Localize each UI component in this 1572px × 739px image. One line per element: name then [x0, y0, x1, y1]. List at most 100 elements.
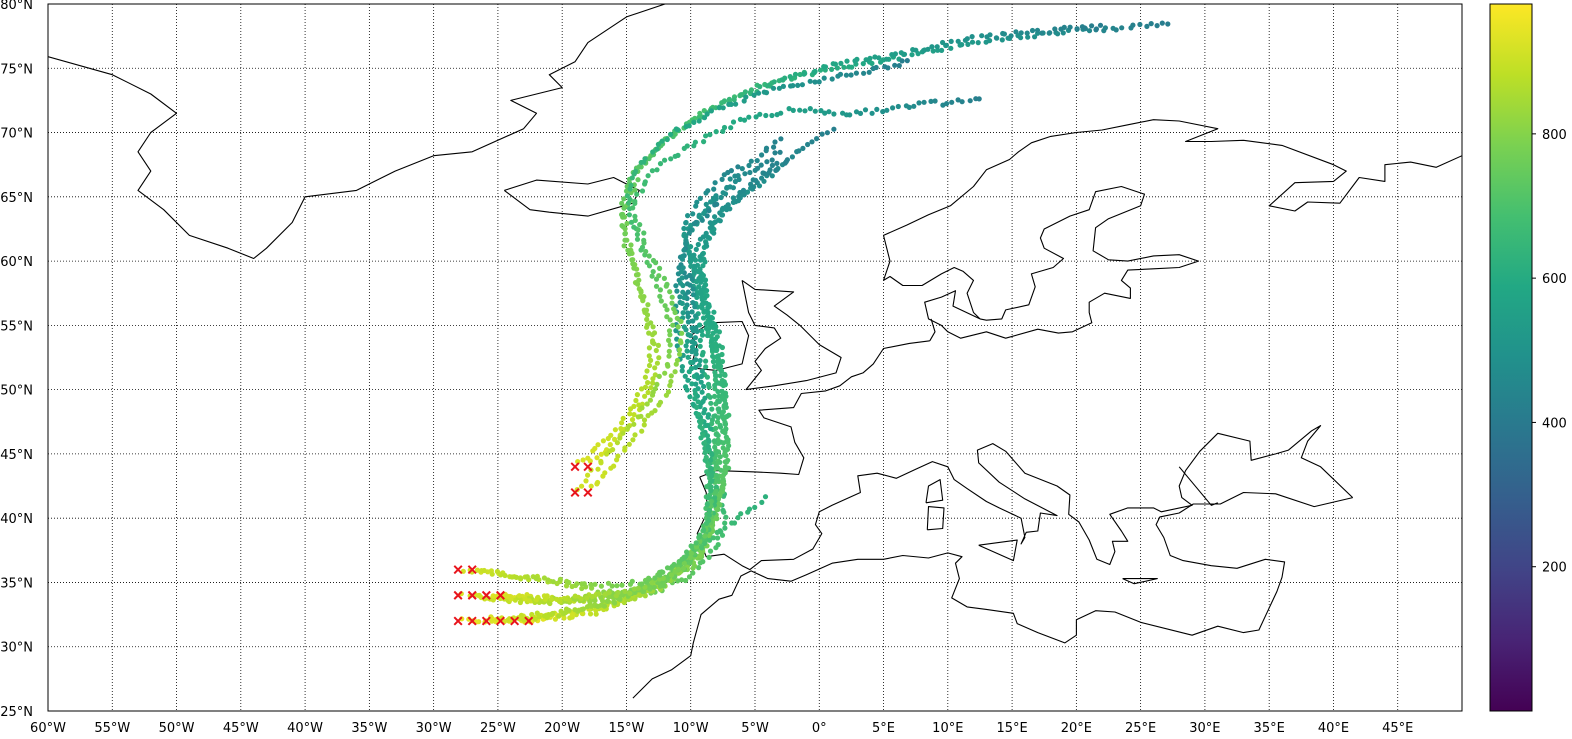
- trajectory-point: [715, 389, 721, 395]
- trajectory-point: [976, 96, 982, 102]
- trajectory-point: [686, 123, 692, 129]
- trajectory-point: [654, 360, 661, 366]
- trajectory-point: [634, 236, 641, 242]
- trajectory-point: [715, 535, 721, 541]
- trajectory-point: [645, 302, 651, 308]
- trajectory-point: [600, 438, 607, 444]
- trajectory-point: [688, 550, 695, 556]
- trajectory-point: [726, 412, 732, 418]
- start-marker: [453, 616, 463, 626]
- trajectory-point: [713, 463, 720, 469]
- trajectory-point: [696, 118, 702, 124]
- trajectory-point: [681, 247, 687, 253]
- trajectory-point: [720, 507, 726, 513]
- trajectory-point: [716, 406, 722, 412]
- trajectory-point: [674, 357, 681, 363]
- trajectory-point: [712, 382, 718, 388]
- trajectory-point: [746, 162, 752, 169]
- x-tick-label: 40°E: [1318, 721, 1349, 736]
- trajectory-point: [939, 47, 945, 54]
- trajectory-point: [641, 417, 648, 423]
- trajectory-point: [579, 585, 585, 592]
- trajectory-point: [691, 119, 697, 125]
- trajectory-point: [861, 70, 867, 76]
- x-tick-label: 30°E: [1189, 721, 1220, 736]
- trajectory-point: [681, 225, 687, 232]
- trajectory-point: [652, 408, 658, 414]
- trajectory-point: [690, 286, 696, 292]
- trajectory-point: [906, 104, 912, 110]
- trajectory-point: [752, 504, 758, 510]
- colorbar-tick-label: 200: [1542, 561, 1567, 576]
- trajectory-point: [684, 549, 690, 555]
- trajectory-point: [705, 309, 711, 315]
- trajectory-point: [632, 432, 638, 438]
- trajectory-point: [1018, 35, 1024, 41]
- colorbar-bar: [1489, 3, 1533, 712]
- trajectory-point: [685, 377, 691, 383]
- trajectory-point: [642, 384, 649, 390]
- trajectory-point: [739, 166, 745, 172]
- coastline: [632, 491, 1353, 699]
- trajectory-point: [718, 194, 724, 201]
- trajectory-point: [817, 67, 824, 73]
- trajectory-point: [714, 201, 720, 207]
- trajectory-point: [818, 108, 824, 114]
- trajectory-point: [782, 75, 788, 81]
- trajectory-point: [533, 575, 539, 582]
- trajectory-point: [691, 263, 697, 269]
- trajectory-point: [725, 437, 731, 443]
- trajectory-point: [731, 97, 737, 103]
- trajectory-point: [661, 583, 667, 589]
- trajectory-point: [489, 618, 495, 624]
- trajectory-point: [669, 300, 675, 306]
- trajectory-point: [685, 310, 691, 316]
- trajectory-point: [769, 157, 775, 163]
- trajectory-point: [632, 198, 638, 204]
- trajectory-point: [705, 392, 712, 399]
- trajectory-point: [694, 404, 700, 410]
- trajectory-point: [703, 241, 709, 247]
- trajectory-point: [655, 141, 662, 147]
- trajectory-point: [664, 361, 671, 368]
- trajectory-point: [692, 387, 698, 394]
- trajectory-point: [740, 187, 747, 193]
- trajectory-point: [786, 106, 792, 112]
- trajectory-point: [762, 494, 769, 500]
- trajectory-point: [955, 97, 961, 103]
- trajectory-point: [664, 281, 670, 287]
- trajectory-point: [708, 484, 714, 490]
- trajectory-point: [687, 555, 694, 561]
- trajectory-point: [975, 40, 981, 46]
- start-marker: [467, 590, 477, 600]
- coastline: [696, 425, 1354, 571]
- y-tick-label: 65°N: [0, 191, 33, 206]
- trajectory-point: [676, 566, 682, 572]
- trajectory-point: [756, 90, 762, 96]
- trajectory-point: [892, 51, 899, 57]
- trajectory-point: [967, 98, 973, 104]
- trajectory-point: [866, 69, 872, 75]
- trajectory-point: [687, 282, 693, 288]
- trajectory-point: [890, 105, 896, 111]
- trajectory-point: [641, 294, 647, 300]
- trajectory-point: [757, 111, 763, 117]
- trajectory-point: [634, 392, 641, 398]
- trajectory-point: [711, 438, 718, 444]
- trajectory-point: [979, 33, 985, 39]
- trajectory-point: [650, 380, 656, 386]
- trajectory-point: [652, 365, 658, 371]
- trajectory-point: [633, 168, 639, 174]
- trajectory-point: [572, 607, 578, 613]
- trajectory-point: [678, 269, 685, 275]
- trajectory-point: [697, 343, 703, 349]
- trajectory-point: [713, 488, 719, 494]
- trajectory-point: [666, 337, 672, 343]
- trajectory-point: [587, 599, 593, 605]
- start-marker: [495, 590, 505, 600]
- trajectory-point: [664, 307, 670, 313]
- trajectory-point: [656, 373, 662, 379]
- trajectory-point: [536, 614, 542, 620]
- trajectory-point: [696, 276, 702, 282]
- trajectory-point: [759, 499, 765, 505]
